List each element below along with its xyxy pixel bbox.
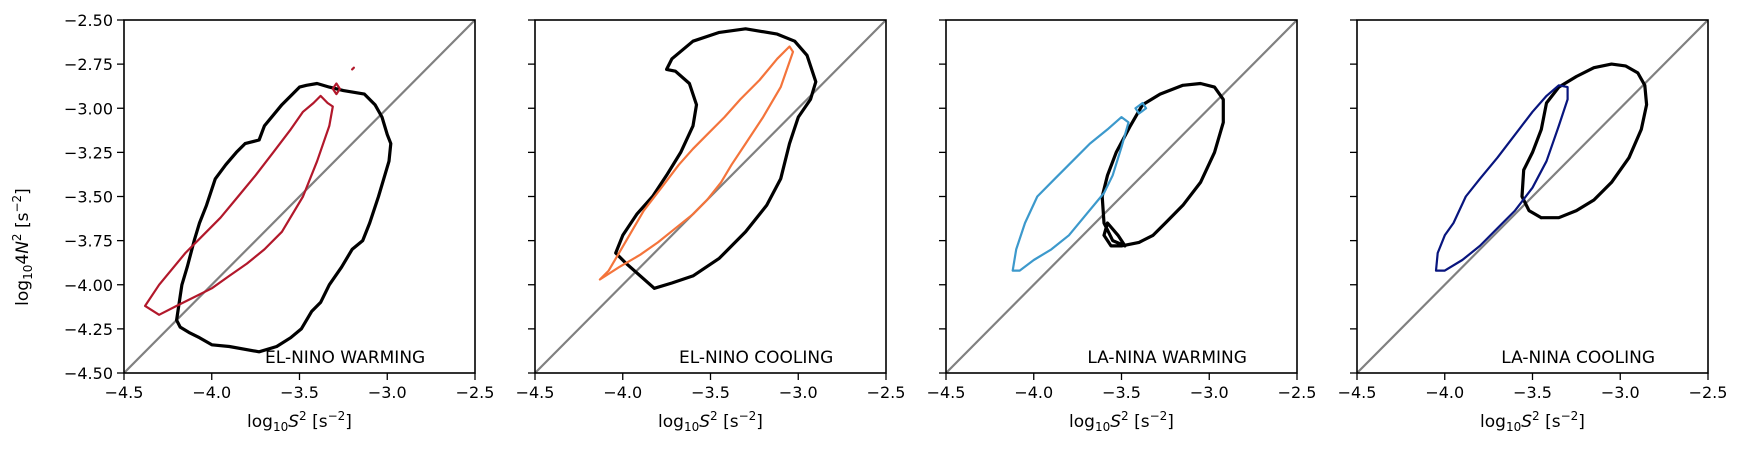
x-tick-label: −3.5 xyxy=(1513,383,1552,402)
y-tick-label: −2.75 xyxy=(64,55,113,74)
contour-warming-2 xyxy=(144,94,334,316)
x-tick-label: −2.5 xyxy=(1278,383,1317,402)
plot-area xyxy=(1357,20,1708,373)
x-tick-label: −4.5 xyxy=(105,383,144,402)
y-tick-label: −3.50 xyxy=(64,188,113,207)
panel-title: EL-NINO WARMING xyxy=(265,348,425,368)
x-tick-label: −4.5 xyxy=(1338,383,1377,402)
x-axis-label: log10S2 [s−2] xyxy=(658,409,763,434)
contour-reference-1 xyxy=(175,81,393,354)
plot-area xyxy=(946,20,1297,373)
x-tick-label: −4.0 xyxy=(603,383,642,402)
x-tick-label: −3.5 xyxy=(1102,383,1141,402)
x-tick-label: −4.0 xyxy=(1425,383,1464,402)
plot-area xyxy=(535,20,886,373)
y-tick-label: −4.25 xyxy=(64,320,113,339)
plot-area xyxy=(124,20,475,373)
panel-title: LA-NINA COOLING xyxy=(1501,348,1655,368)
reference-line xyxy=(124,20,475,373)
x-axis-label: log10S2 [s−2] xyxy=(247,409,352,434)
reference-line xyxy=(1357,20,1708,373)
contour-reference-1 xyxy=(1520,62,1649,220)
contour-cooling-2 xyxy=(1434,84,1569,272)
panel-3: −4.5 −4.0 −3.5 −3.0 −2.5 LA-NINA WARMING log10… xyxy=(927,19,1317,434)
x-tick-label: −4.5 xyxy=(927,383,966,402)
y-tick-label: −3.00 xyxy=(64,99,113,118)
y-tick-label: −2.50 xyxy=(64,11,113,30)
y-axis-label: log104N2 [s−2] xyxy=(10,188,35,306)
y-tick-label: −4.50 xyxy=(64,364,113,383)
x-tick-label: −2.5 xyxy=(456,383,495,402)
x-tick-label: −4.0 xyxy=(1014,383,1053,402)
panel-title: EL-NINO COOLING xyxy=(679,348,833,368)
reference-line xyxy=(946,20,1297,373)
contour-reference-1 xyxy=(614,27,818,290)
contour-warming-3 xyxy=(331,82,341,96)
panel-1: −4.5 −4.0 −3.5 −3.0 −2.5 −4.50 −4.25 −4.00 −3.75… xyxy=(64,11,494,434)
x-tick-label: −3.0 xyxy=(1190,383,1229,402)
x-tick-label: −4.0 xyxy=(192,383,231,402)
x-axis-label: log10S2 [s−2] xyxy=(1069,409,1174,434)
x-tick-label: −3.5 xyxy=(691,383,730,402)
panel-4: −4.5 −4.0 −3.5 −3.0 −2.5 LA-NINA COOLING log10… xyxy=(1338,19,1728,434)
contour-warming-2 xyxy=(1011,115,1130,272)
y-tick-label: −3.25 xyxy=(64,143,113,162)
contour-warming-3 xyxy=(1134,101,1148,115)
x-tick-label: −2.5 xyxy=(1689,383,1728,402)
x-tick-label: −4.5 xyxy=(516,383,555,402)
x-tick-label: −3.0 xyxy=(368,383,407,402)
y-tick-label: −3.75 xyxy=(64,232,113,251)
contour-warming-4 xyxy=(351,66,355,71)
panel-title: LA-NINA WARMING xyxy=(1087,348,1247,368)
x-axis-label: log10S2 [s−2] xyxy=(1480,409,1585,434)
contour-reference-1 xyxy=(1100,81,1225,248)
y-tick-label: −4.00 xyxy=(64,276,113,295)
x-tick-label: −2.5 xyxy=(867,383,906,402)
x-tick-label: −3.0 xyxy=(779,383,818,402)
contour-cooling-2 xyxy=(598,45,795,281)
panel-2: −4.5 −4.0 −3.5 −3.0 −2.5 EL-NINO COOLING log10… xyxy=(516,19,906,434)
svg-text:log104N2 [s−2]: log104N2 [s−2] xyxy=(10,188,35,306)
x-tick-label: −3.5 xyxy=(280,383,319,402)
x-tick-label: −3.0 xyxy=(1601,383,1640,402)
